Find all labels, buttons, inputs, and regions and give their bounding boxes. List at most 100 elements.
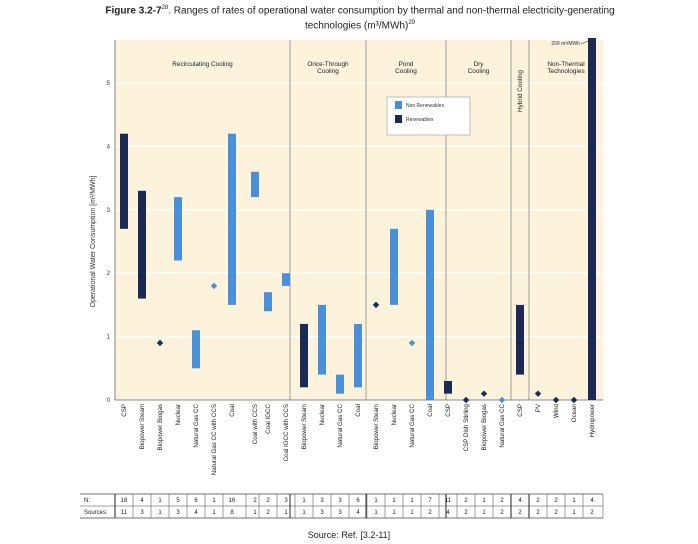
off-scale-leader — [580, 40, 589, 45]
range-bar — [444, 380, 452, 394]
range-bar — [138, 190, 146, 299]
table-sources-value: 2 — [266, 510, 270, 516]
y-axis-label: Operational Water Consumption [m³/MWh] — [90, 175, 97, 307]
table-sources-value: 2 — [536, 510, 540, 516]
data-point-marker — [462, 396, 470, 404]
table-n-value: 2 — [464, 498, 468, 504]
group-label: Non-Thermal — [547, 61, 584, 68]
table-n-value: 6 — [356, 498, 360, 504]
table-n-value: 3 — [284, 498, 288, 504]
data-point-marker — [480, 390, 488, 397]
range-bar — [354, 323, 362, 388]
table-sources-value: 1 — [410, 510, 414, 516]
range-bar — [251, 171, 259, 198]
group-label: Cooling — [468, 68, 490, 75]
category-label: Biopower Steam — [373, 404, 380, 449]
table-n-value: 1 — [392, 498, 396, 504]
table-n-value: 4 — [518, 498, 522, 504]
title-line-1: . Ranges of rates of operational water c… — [168, 5, 615, 17]
table-n-value: 2 — [266, 498, 270, 504]
range-bar — [516, 304, 524, 375]
table-sources-value: 1 — [253, 510, 257, 516]
table-n-value: 1 — [482, 498, 486, 504]
table-n-value: 6 — [194, 498, 198, 504]
range-bar — [426, 209, 434, 400]
range-bar — [228, 133, 236, 305]
range-bar — [120, 133, 128, 229]
data-point-marker — [570, 396, 578, 404]
table-n-value: 4 — [590, 498, 594, 504]
table-n-value: 1 — [212, 498, 216, 504]
table-sources-value: 3 — [140, 510, 144, 516]
table-sources-value: 4 — [446, 510, 450, 516]
table-n-value: 2 — [554, 498, 558, 504]
category-label: CSP — [517, 404, 524, 417]
table-n-value: 16 — [229, 498, 236, 504]
category-label: Wind — [553, 403, 560, 418]
title-line-2: technologies (m³/MWh) — [304, 20, 409, 32]
legend-label: Non Renewables — [406, 103, 445, 109]
table-n-value: 1 — [158, 498, 162, 504]
range-bar — [336, 374, 344, 394]
category-label: Biopower Biogas — [157, 404, 164, 450]
table-n-value: 1 — [572, 498, 576, 504]
range-bar — [264, 292, 272, 312]
category-label: CSP Dish Stirling — [463, 403, 470, 451]
table-sources-value: 4 — [356, 510, 360, 516]
range-bar — [282, 273, 290, 286]
category-label: Coal with CCS — [252, 404, 259, 444]
category-label: Nuclear — [391, 404, 398, 425]
y-tick-label: 4 — [107, 144, 111, 150]
data-point-marker — [210, 282, 218, 290]
figure-title: Figure 3.2-728. Ranges of rates of opera… — [60, 2, 660, 33]
range-bar — [300, 323, 308, 388]
data-point-marker — [156, 339, 164, 347]
range-bar — [588, 38, 596, 400]
group-label: Pond — [399, 61, 414, 68]
table-sources-value: 3 — [176, 510, 180, 516]
table-sources-value: 1 — [392, 510, 396, 516]
title-sup: 29 — [408, 20, 416, 27]
group-label: Recirculating Cooling — [172, 61, 233, 68]
legend-label: Renewables — [406, 117, 434, 123]
category-label: Biopower Steam — [301, 404, 308, 449]
table-sources-value: 1 — [482, 510, 486, 516]
table-sources-value: 8 — [230, 510, 234, 516]
range-bar — [174, 197, 182, 261]
group-label: Hybrid Cooling — [517, 70, 524, 112]
group-label: Once-Through — [307, 61, 349, 68]
table-sources-value: 1 — [212, 510, 216, 516]
table-sources-value: 1 — [302, 510, 306, 516]
group-label: Technologies — [547, 68, 584, 75]
table-n-value: 3 — [338, 498, 342, 504]
table-n-value: 3 — [320, 498, 324, 504]
y-tick-label: 2 — [107, 271, 111, 277]
table-n-value: 2 — [536, 498, 540, 504]
table-n-value: 1 — [410, 498, 414, 504]
table-sources-value: 1 — [284, 510, 288, 516]
table-n-value: 2 — [500, 498, 504, 504]
y-tick-label: 5 — [107, 81, 111, 87]
group-label: Dry — [474, 61, 485, 68]
category-label: Ocean — [571, 403, 578, 422]
category-label: Natural Gas CC — [409, 403, 416, 447]
range-bar — [390, 228, 398, 305]
table-sources-value: 2 — [428, 510, 432, 516]
legend-swatch — [395, 115, 402, 123]
category-label: Hydropower — [589, 404, 596, 437]
table-n-value: 2 — [253, 498, 257, 504]
figure-label-sup: 28 — [161, 5, 169, 11]
source-note: Source: Ref. [3.2-11] — [307, 530, 391, 540]
category-label: Coal — [229, 404, 236, 417]
group-label: Cooling — [317, 68, 339, 75]
table-n-value: 5 — [176, 498, 180, 504]
category-label: Coal — [427, 404, 434, 417]
category-label: CSP — [445, 404, 452, 417]
data-point-marker — [534, 390, 542, 397]
category-label: Natural Gas CC — [337, 403, 344, 447]
category-label: CSP — [121, 404, 128, 417]
table-sources-value: 2 — [518, 510, 522, 516]
table-sources-value: 1 — [572, 510, 576, 516]
category-label: Natural Gas CC with CCS — [211, 404, 218, 475]
